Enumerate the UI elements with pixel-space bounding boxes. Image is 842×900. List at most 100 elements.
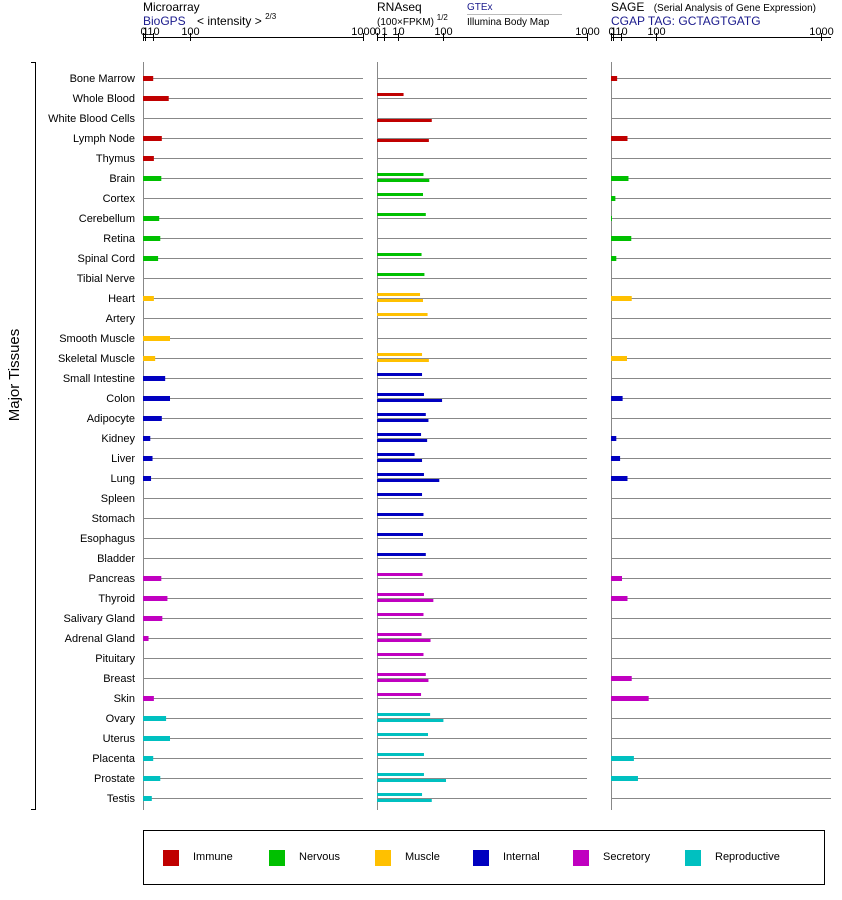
tissue-label: Tibial Nerve bbox=[77, 273, 135, 285]
expression-bar bbox=[143, 716, 167, 721]
tissue-label: Adipocyte bbox=[87, 413, 135, 425]
expression-bar bbox=[611, 216, 612, 221]
expression-bar bbox=[611, 696, 649, 701]
expression-bar bbox=[377, 299, 424, 302]
legend-swatch bbox=[685, 850, 701, 866]
expression-bar bbox=[611, 436, 617, 441]
expression-bar bbox=[611, 676, 632, 681]
expression-bar bbox=[377, 273, 425, 276]
sage-title-text: SAGE bbox=[611, 0, 644, 14]
expression-bar bbox=[143, 776, 161, 781]
expression-bar bbox=[377, 413, 426, 416]
expression-bar bbox=[377, 513, 424, 516]
tissue-label: Spleen bbox=[101, 493, 135, 505]
expression-bar bbox=[377, 533, 424, 536]
legend-swatch bbox=[163, 850, 179, 866]
expression-bar bbox=[377, 773, 424, 776]
expression-bar bbox=[377, 179, 430, 182]
legend-label: Muscle bbox=[405, 851, 440, 863]
expression-bar bbox=[143, 636, 149, 641]
tissue-label: Small Intestine bbox=[63, 373, 135, 385]
legend-swatch bbox=[269, 850, 285, 866]
expression-bar bbox=[143, 736, 171, 741]
expression-bar bbox=[611, 596, 628, 601]
tissue-label: Artery bbox=[106, 313, 136, 325]
expression-bar bbox=[377, 293, 421, 296]
expression-bar bbox=[143, 96, 169, 101]
microarray-title: Microarray bbox=[143, 0, 200, 14]
expression-bar bbox=[143, 256, 159, 261]
expression-bar bbox=[377, 313, 428, 316]
microarray-exponent: 2/3 bbox=[265, 12, 277, 21]
expression-bar bbox=[143, 756, 154, 761]
expression-bar bbox=[377, 439, 428, 442]
tissue-label: Thymus bbox=[96, 153, 136, 165]
expression-bar bbox=[377, 93, 404, 96]
expression-bar bbox=[611, 76, 618, 81]
expression-bar bbox=[143, 336, 171, 341]
x-tick-label: 0 bbox=[140, 26, 146, 38]
x-tick-label: 1000 bbox=[351, 26, 375, 38]
microarray-source: BioGPS bbox=[143, 14, 186, 28]
expression-bar bbox=[377, 459, 423, 462]
expression-bar bbox=[143, 356, 156, 361]
tissue-label: Lung bbox=[111, 473, 135, 485]
expression-bar bbox=[377, 799, 432, 802]
tissue-label: Cortex bbox=[103, 193, 136, 205]
expression-bar bbox=[143, 176, 162, 181]
microarray-unit: < intensity > bbox=[197, 14, 262, 28]
expression-bar bbox=[377, 693, 422, 696]
tissue-label: Heart bbox=[108, 293, 135, 305]
expression-bar bbox=[611, 456, 621, 461]
x-tick-label: 1000 bbox=[809, 26, 833, 38]
expression-bar bbox=[143, 416, 162, 421]
x-tick-label: 1 bbox=[610, 26, 616, 38]
expression-bar bbox=[611, 236, 632, 241]
rnaseq-title: RNAseq bbox=[377, 0, 422, 14]
expression-bar bbox=[377, 359, 429, 362]
tissue-label: Stomach bbox=[92, 513, 135, 525]
tissue-label: Pituitary bbox=[95, 653, 135, 665]
expression-bar bbox=[143, 136, 162, 141]
rnaseq-unit: (100×FPKM) bbox=[377, 17, 434, 28]
tissue-label: Adrenal Gland bbox=[65, 633, 135, 645]
expression-bar bbox=[143, 236, 161, 241]
tissue-label: Breast bbox=[103, 673, 135, 685]
x-tick-label: 1 bbox=[381, 26, 387, 38]
expression-bar bbox=[611, 576, 623, 581]
x-tick-label: 100 bbox=[647, 26, 665, 38]
x-tick-label: 10 bbox=[392, 26, 404, 38]
y-axis-label: Major Tissues bbox=[6, 329, 23, 422]
expression-bar bbox=[611, 776, 638, 781]
sage-title-note: (Serial Analysis of Gene Expression) bbox=[654, 3, 816, 14]
expression-bar bbox=[143, 696, 154, 701]
expression-bar bbox=[377, 679, 429, 682]
expression-bar bbox=[377, 779, 447, 782]
tissue-label: Lymph Node bbox=[73, 133, 135, 145]
tissue-label: Testis bbox=[107, 793, 136, 805]
tissue-label: Skeletal Muscle bbox=[58, 353, 135, 365]
expression-bar bbox=[611, 756, 634, 761]
rnaseq-exponent: 1/2 bbox=[437, 13, 449, 22]
expression-bar bbox=[377, 253, 422, 256]
expression-bar bbox=[377, 713, 431, 716]
expression-bar bbox=[143, 596, 168, 601]
expression-bar bbox=[611, 136, 628, 141]
expression-bar bbox=[611, 296, 632, 301]
legend-label: Nervous bbox=[299, 851, 340, 863]
expression-bar bbox=[377, 793, 423, 796]
tissue-label: Colon bbox=[106, 393, 135, 405]
grid-lines bbox=[143, 78, 831, 799]
expression-bar bbox=[377, 553, 426, 556]
tissue-label: Liver bbox=[111, 453, 135, 465]
legend-swatch bbox=[573, 850, 589, 866]
expression-bar bbox=[143, 216, 160, 221]
expression-bar bbox=[377, 573, 423, 576]
expression-bar bbox=[143, 456, 153, 461]
tissue-label: Bone Marrow bbox=[70, 73, 135, 85]
expression-bar bbox=[611, 356, 627, 361]
sage-title: SAGE (Serial Analysis of Gene Expression… bbox=[611, 0, 816, 14]
tissue-labels: Bone Marrow Whole Blood White Blood Cells L… bbox=[48, 73, 136, 805]
tissue-label: Retina bbox=[103, 233, 136, 245]
tissue-label: Esophagus bbox=[80, 533, 136, 545]
